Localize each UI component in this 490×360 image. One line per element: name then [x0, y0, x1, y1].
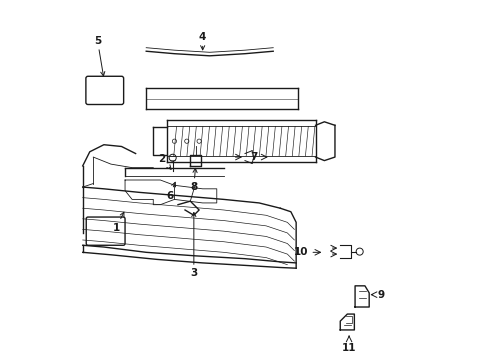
Text: 3: 3: [190, 212, 197, 279]
Text: 8: 8: [190, 168, 197, 192]
Text: 6: 6: [166, 182, 175, 201]
Text: 4: 4: [199, 32, 206, 50]
Text: 10: 10: [294, 247, 309, 257]
Text: 1: 1: [113, 212, 124, 233]
Text: 9: 9: [377, 290, 385, 300]
Text: 5: 5: [94, 36, 105, 76]
Text: 11: 11: [342, 343, 356, 353]
Text: 7: 7: [250, 152, 257, 162]
Text: 2: 2: [158, 154, 171, 169]
